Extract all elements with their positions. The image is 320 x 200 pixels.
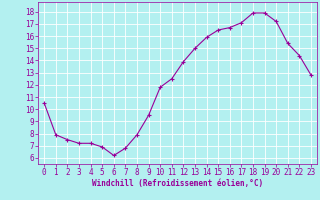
X-axis label: Windchill (Refroidissement éolien,°C): Windchill (Refroidissement éolien,°C) <box>92 179 263 188</box>
